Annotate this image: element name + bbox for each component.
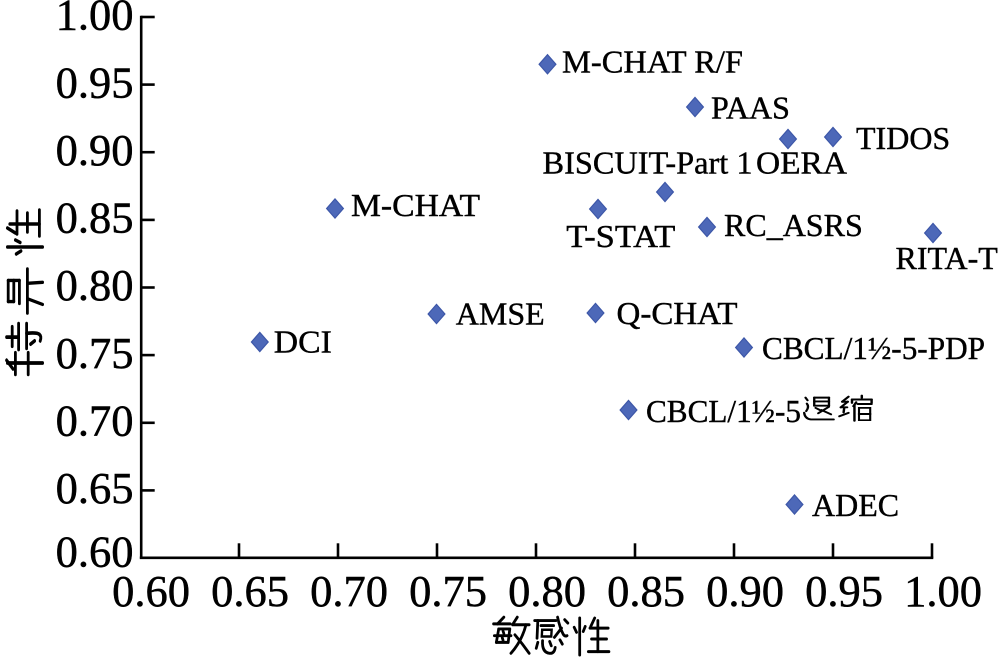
svg-text:0.70: 0.70 — [56, 395, 134, 445]
svg-text:1.00: 1.00 — [904, 566, 982, 616]
svg-text:0.95: 0.95 — [56, 57, 134, 107]
svg-text:0.85: 0.85 — [56, 193, 134, 243]
svg-text:OERA: OERA — [756, 145, 847, 181]
svg-text:0.80: 0.80 — [56, 260, 134, 310]
svg-text:0.70: 0.70 — [310, 566, 388, 616]
svg-text:PAAS: PAAS — [711, 89, 790, 125]
svg-text:0.75: 0.75 — [409, 566, 487, 616]
svg-text:T-STAT: T-STAT — [566, 218, 675, 254]
svg-text:0.95: 0.95 — [805, 566, 883, 616]
svg-text:0.85: 0.85 — [607, 566, 685, 616]
svg-text:CBCL/1½-5: CBCL/1½-5 — [646, 393, 801, 429]
svg-text:RITA-T: RITA-T — [896, 240, 999, 276]
svg-text:M-CHAT: M-CHAT — [351, 187, 480, 223]
svg-text:DCI: DCI — [274, 324, 332, 360]
svg-text:RC_ASRS: RC_ASRS — [724, 207, 863, 243]
svg-text:TIDOS: TIDOS — [856, 120, 950, 156]
svg-text:0.60: 0.60 — [56, 527, 134, 577]
svg-text:AMSE: AMSE — [456, 296, 545, 332]
svg-text:0.65: 0.65 — [56, 463, 134, 513]
svg-text:0.60: 0.60 — [112, 566, 190, 616]
svg-text:0.90: 0.90 — [706, 566, 784, 616]
svg-text:0.90: 0.90 — [56, 125, 134, 175]
svg-text:1.00: 1.00 — [56, 0, 134, 40]
svg-text:0.80: 0.80 — [508, 566, 586, 616]
svg-text:0.75: 0.75 — [56, 328, 134, 378]
svg-text:BISCUIT-Part 1: BISCUIT-Part 1 — [543, 145, 753, 181]
svg-text:Q-CHAT: Q-CHAT — [617, 295, 738, 331]
svg-text:M-CHAT R/F: M-CHAT R/F — [562, 44, 743, 80]
svg-text:CBCL/1½-5-PDP: CBCL/1½-5-PDP — [762, 330, 985, 366]
svg-text:0.65: 0.65 — [211, 566, 289, 616]
svg-text:ADEC: ADEC — [812, 487, 899, 523]
